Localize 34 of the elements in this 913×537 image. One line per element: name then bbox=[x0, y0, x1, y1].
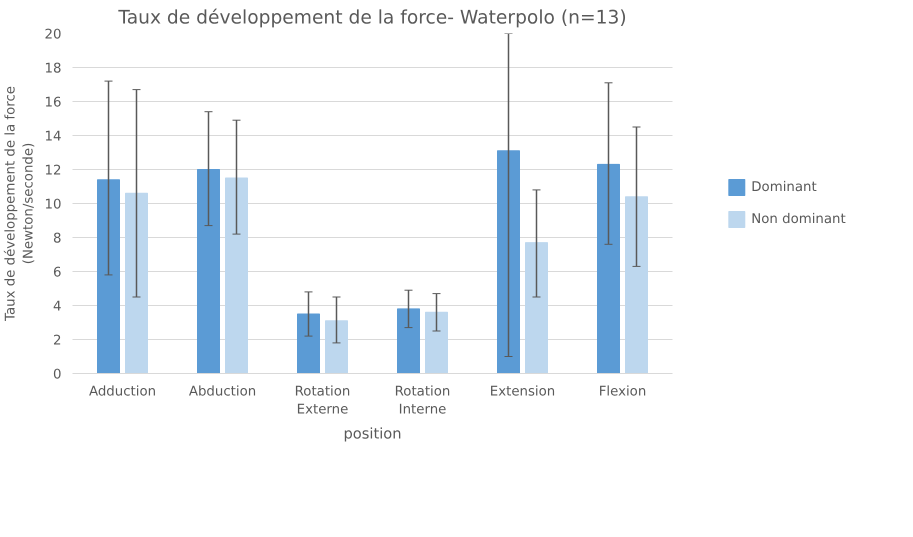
y-tick-label: 0 bbox=[53, 368, 62, 382]
y-tick-label: 16 bbox=[44, 96, 62, 110]
chart-title: Taux de développement de la force- Waterpolo (n=13) bbox=[117, 8, 627, 28]
y-tick-label: 6 bbox=[53, 266, 62, 280]
bar bbox=[197, 169, 220, 374]
y-axis-title: Taux de développement de la force (Newton/seconde) bbox=[4, 86, 37, 322]
bar bbox=[497, 150, 520, 374]
bar bbox=[97, 179, 120, 374]
bar bbox=[225, 178, 248, 374]
bar bbox=[625, 196, 648, 374]
x-tick-label: Abduction bbox=[188, 384, 256, 400]
x-tick-label: Adduction bbox=[88, 384, 156, 400]
y-tick-label: 12 bbox=[44, 164, 62, 178]
bar bbox=[325, 320, 348, 374]
bar bbox=[597, 164, 620, 374]
x-tick-label: Rotation Externe bbox=[294, 384, 350, 418]
legend-label: Dominant bbox=[751, 180, 817, 194]
y-tick-label: 14 bbox=[44, 130, 62, 144]
y-tick-label: 2 bbox=[53, 334, 62, 348]
bar bbox=[425, 312, 448, 374]
bar bbox=[397, 308, 420, 374]
bar bbox=[525, 242, 548, 374]
x-tick-label: Flexion bbox=[598, 384, 646, 400]
y-tick-label: 10 bbox=[44, 198, 62, 212]
x-axis-title: position bbox=[343, 426, 402, 442]
bar bbox=[297, 314, 320, 374]
y-tick-label: 18 bbox=[44, 62, 62, 76]
y-tick-label: 4 bbox=[53, 300, 62, 314]
x-tick-label: Extension bbox=[490, 384, 556, 400]
bar bbox=[125, 192, 148, 374]
y-tick-label: 8 bbox=[53, 232, 62, 246]
legend-label: Non dominant bbox=[751, 212, 846, 226]
y-tick-label: 20 bbox=[44, 28, 62, 42]
x-tick-label: Rotation Interne bbox=[394, 384, 450, 418]
